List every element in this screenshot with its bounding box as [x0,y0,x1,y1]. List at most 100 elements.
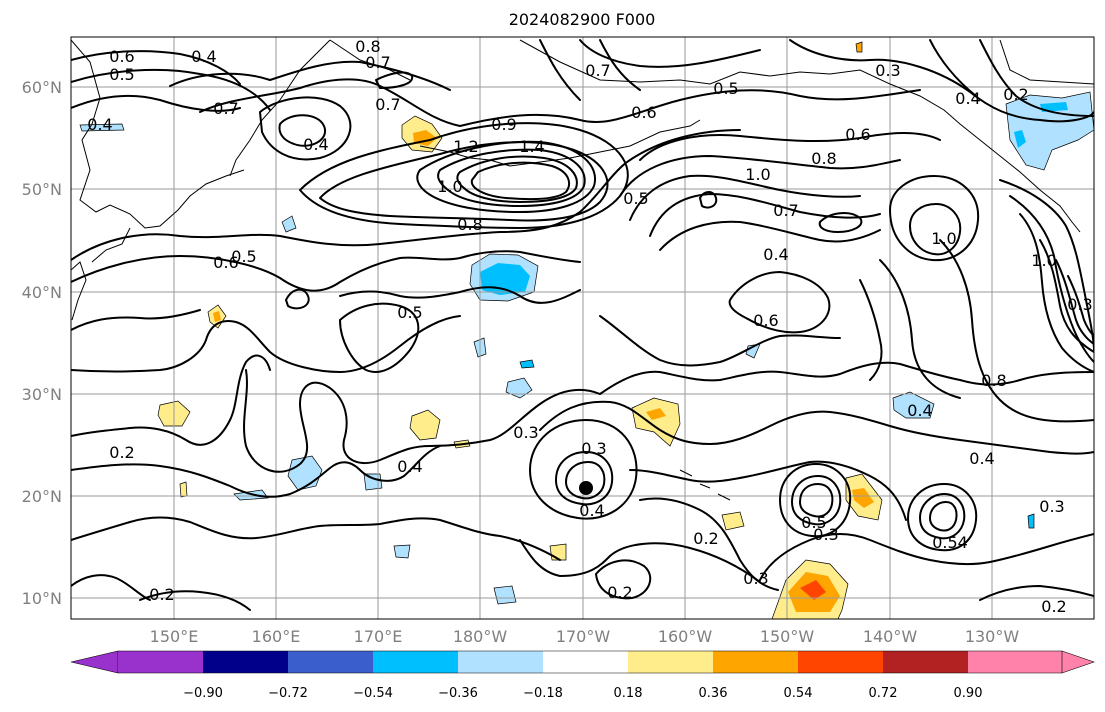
contour-label: 0.5 [397,303,422,322]
contour-line [1067,275,1094,337]
colorbar-tick: 0.18 [614,686,643,701]
contour-line [919,493,966,540]
colorbar-tick: −0.18 [523,686,563,701]
positive-patch [721,511,745,531]
contour-line [71,309,201,331]
colorbar-tick: −0.72 [268,686,308,701]
contour-line [555,451,614,506]
contour-line [791,475,842,526]
contour-label: 0.3 [875,61,900,80]
contour-line [759,533,1094,581]
colorbar-segment [968,651,1062,673]
colorbar-tick: 0.72 [869,686,898,701]
contour-line [999,179,1094,351]
lon-label: 170°E [354,627,403,646]
contour-label: 0.3 [513,423,538,442]
colorbar-segment [713,651,798,673]
contour-line [599,39,641,91]
map-title: 2024082900 F000 [509,10,656,29]
colorbar-segment [373,651,458,673]
contour-line [979,39,1094,117]
colorbar-tick: 0.36 [699,686,728,701]
contour-line [789,39,1094,123]
colorbar-segment [883,651,968,673]
contour-line [539,39,581,101]
contour-line [818,212,863,233]
coastline-hawaii [679,469,731,501]
positive-patch [179,481,188,498]
positive-patch-core [800,580,826,600]
colorbar-segment [798,651,883,673]
map-frame [70,36,1095,620]
cyclone-center [579,481,593,495]
contour-line [199,78,921,127]
contour-label: 0.6 [213,253,238,272]
contour-line [859,279,883,381]
contour-line [139,590,251,611]
lon-label: 130°W [965,627,1020,646]
contour-label: 0.5 [623,189,648,208]
contour-line [595,559,652,600]
colorbar: −0.90 −0.72 −0.54 −0.36 −0.18 0.18 0.36 … [70,650,1095,701]
contour-line [907,483,978,552]
lat-label: 50°N [22,180,62,199]
contour-label: 0.5 [801,513,826,532]
contour-line [529,419,638,520]
contour-label: 0.5 [109,65,134,84]
contour-line [319,141,609,222]
contour-line [71,516,561,561]
colorbar-segment [458,651,543,673]
contour-label: 0.2 [1041,597,1066,616]
contour-label: 0.6 [845,125,870,144]
contour-label: 0.3 [1067,295,1092,314]
contour-label: 0.4 [397,457,422,476]
lon-label: 140°W [863,627,918,646]
contour-label: 0.3 [1039,497,1064,516]
contour-line [71,250,581,292]
contour-label: 0.2 [693,529,718,548]
contour-line [375,71,414,89]
contour-label: 0.4 [87,115,112,134]
negative-patch-core [1014,130,1026,148]
contour-line [339,286,581,304]
lon-label: 150°W [760,627,815,646]
colorbar-tick: −0.54 [353,686,393,701]
lat-label: 60°N [22,78,62,97]
positive-patch-core [213,311,221,322]
contour-label: 1.0 [437,177,462,196]
contour-label: 0.8 [457,215,482,234]
contour-label: 0.7 [365,53,390,72]
contour-label: 0.7 [773,201,798,220]
colorbar-segment [203,651,288,673]
contour-line [416,140,597,213]
contour-label: 0.7 [375,95,400,114]
contour-label: 0.8 [355,37,380,56]
contour-line [619,155,901,197]
positive-patch [409,409,441,441]
positive-patch-core [646,408,666,420]
positive-patch [549,543,567,561]
contour-label: 0.2 [149,585,174,604]
contour-line [278,114,327,147]
contour-line [71,445,441,498]
contour-line [599,361,1094,395]
contour-line [437,148,586,207]
contour-line [929,39,977,97]
contour-label: 0.4 [969,449,994,468]
positive-patch-core [852,488,874,508]
contour-line [599,315,841,367]
contour-line [285,288,310,310]
contour-label: 0.4 [303,135,328,154]
colorbar-tick: 0.90 [954,686,983,701]
contour-label: 0.3 [813,525,838,544]
colorbar-under-arrow [70,650,119,674]
contour-line [519,539,761,583]
negative-patch [1040,102,1068,112]
contour-line [659,220,881,251]
contour-label: 0.2 [607,583,632,602]
contour-label: 1.2 [453,137,478,156]
contour-line [339,302,420,373]
lon-label: 170°W [556,627,611,646]
contour-label: 0.2 [1003,85,1028,104]
contour-line [71,50,241,85]
